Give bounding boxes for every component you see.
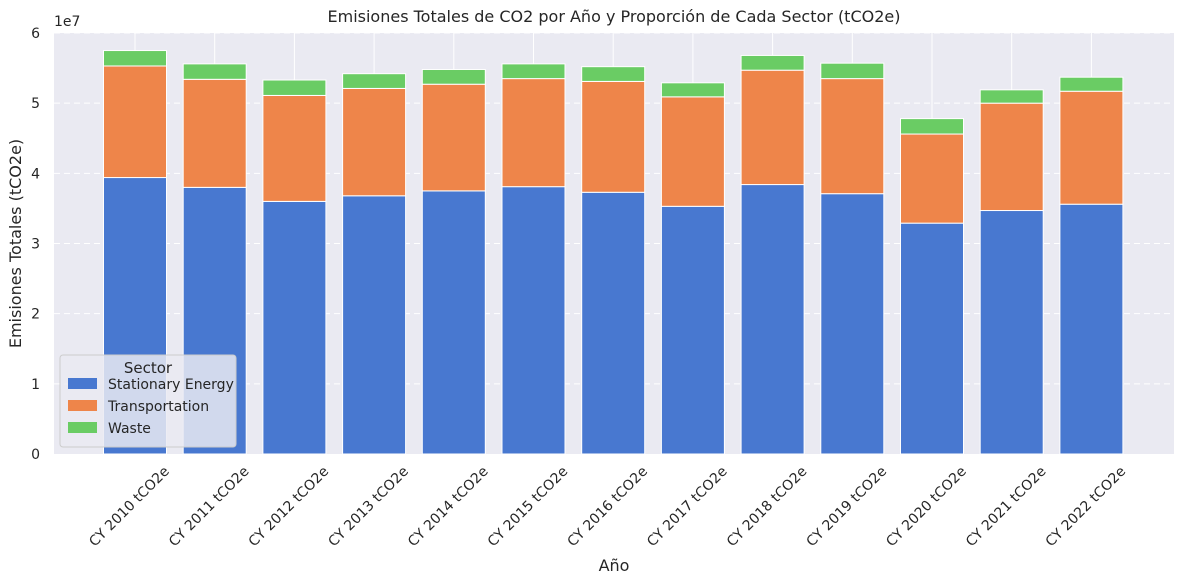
x-tick-label: CY 2020 tCO2e: [883, 464, 970, 551]
x-tick-label: CY 2019 tCO2e: [804, 464, 891, 551]
x-tick-label: CY 2014 tCO2e: [405, 464, 492, 551]
y-tick-label: 6: [31, 26, 40, 42]
x-tick-label: CY 2012 tCO2e: [246, 464, 333, 551]
bar-transportation: [1059, 90, 1124, 205]
bar-stationary-energy: [900, 222, 964, 455]
y-tick-labels: 0 1 2 3 4 5 6: [31, 26, 40, 463]
y-tick-label: 1: [31, 377, 40, 393]
bar-waste: [820, 62, 885, 80]
bar-stationary-energy: [979, 210, 1044, 455]
x-tick-label: CY 2022 tCO2e: [1043, 464, 1130, 551]
x-tick-label: CY 2013 tCO2e: [325, 464, 412, 551]
legend-swatch: [68, 378, 97, 389]
bar-transportation: [740, 69, 805, 186]
bar-waste: [103, 50, 167, 67]
bar-waste: [900, 118, 964, 135]
legend-label: Waste: [108, 421, 151, 437]
x-tick-label: CY 2010 tCO2e: [86, 464, 173, 551]
bar-stationary-energy: [581, 191, 646, 455]
y-tick-label: 2: [31, 307, 40, 323]
bar-waste: [581, 66, 646, 82]
y-axis-title: Emisiones Totales (tCO2e): [6, 139, 25, 348]
bar-waste: [342, 73, 407, 89]
bar-waste: [421, 68, 486, 85]
legend-label: Stationary Energy: [108, 377, 234, 393]
legend: Sector Stationary Energy Transportation Wa…: [59, 354, 237, 448]
chart-title: Emisiones Totales de CO2 por Año y Propo…: [328, 7, 901, 26]
bar-stationary-energy: [1059, 203, 1124, 455]
bar-transportation: [501, 78, 566, 188]
bar-waste: [262, 79, 327, 96]
bar-transportation: [421, 83, 486, 192]
bar-transportation: [660, 96, 725, 207]
bar-transportation: [342, 87, 407, 197]
bar-stationary-energy: [740, 184, 805, 455]
legend-label: Transportation: [107, 399, 209, 415]
bar-waste: [660, 82, 725, 98]
x-tick-label: CY 2011 tCO2e: [166, 464, 253, 551]
bar-stationary-energy: [262, 200, 327, 455]
bar-waste: [1059, 76, 1124, 92]
legend-items: Stationary Energy Transportation Waste: [68, 377, 234, 437]
bar-stationary-energy: [820, 193, 885, 455]
y-tick-label: 3: [31, 237, 40, 253]
bar-stationary-energy: [501, 186, 566, 455]
y-tick-label: 0: [31, 447, 40, 463]
bar-waste: [182, 63, 247, 80]
x-axis-title: Año: [599, 556, 630, 575]
x-tick-label: CY 2016 tCO2e: [564, 464, 651, 551]
bar-transportation: [581, 80, 646, 193]
x-tick-label: CY 2021 tCO2e: [963, 464, 1050, 551]
legend-title: Sector: [124, 359, 173, 377]
bar-transportation: [182, 78, 247, 188]
legend-swatch: [68, 422, 97, 433]
y-offset-label: 1e7: [54, 14, 80, 30]
bar-waste: [979, 89, 1044, 104]
legend-box: [59, 354, 237, 448]
bar-transportation: [900, 133, 964, 224]
y-tick-label: 4: [31, 166, 40, 182]
x-tick-label: CY 2017 tCO2e: [644, 464, 731, 551]
y-tick-label: 5: [31, 96, 40, 112]
bar-stationary-energy: [421, 190, 486, 455]
x-tick-label: CY 2018 tCO2e: [724, 464, 811, 551]
bar-transportation: [103, 65, 167, 179]
bar-transportation: [262, 94, 327, 202]
bar-transportation: [979, 102, 1044, 212]
bar-stationary-energy: [660, 205, 725, 455]
x-tick-label: CY 2015 tCO2e: [485, 464, 572, 551]
bar-waste: [501, 63, 566, 80]
bar-waste: [740, 54, 805, 71]
bar-transportation: [820, 78, 885, 195]
legend-swatch: [68, 400, 97, 411]
bar-stationary-energy: [342, 195, 407, 455]
